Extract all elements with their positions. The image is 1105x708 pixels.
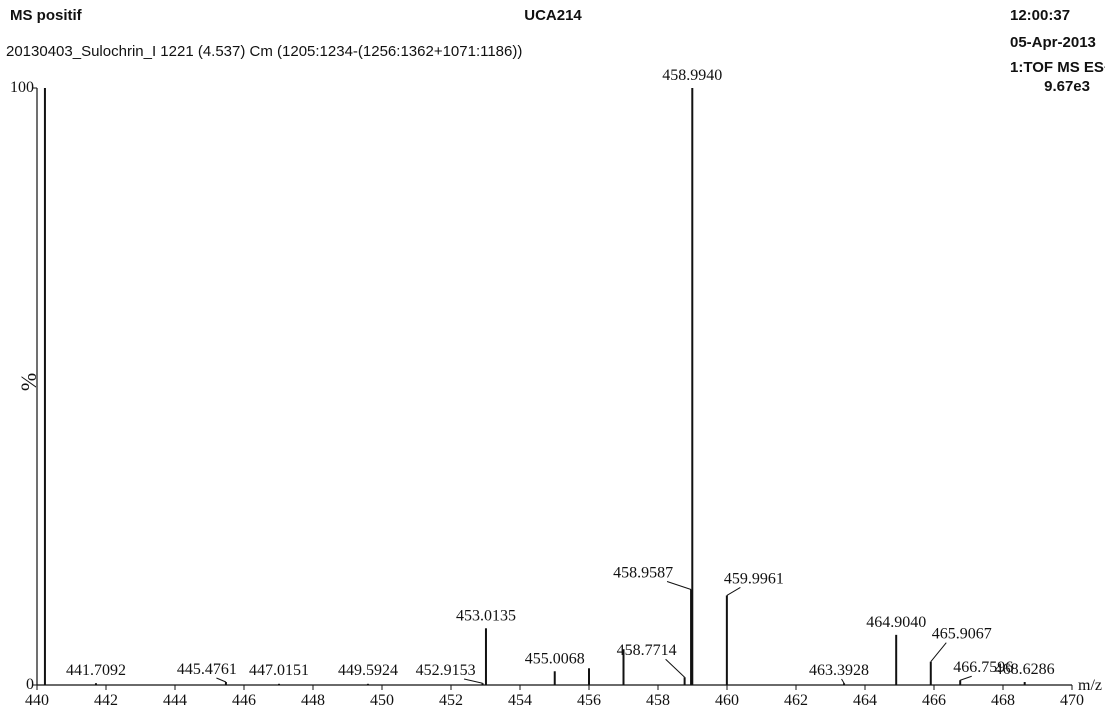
x-tick-label: 448 — [301, 692, 325, 708]
peak-label: 459.9961 — [724, 570, 784, 587]
x-tick-label: 454 — [508, 692, 532, 708]
subtitle: 20130403_Sulochrin_I 1221 (4.537) Cm (12… — [6, 43, 522, 60]
peak-label: 455.0068 — [525, 650, 585, 667]
peak-label: 465.9067 — [932, 626, 992, 643]
intensity: 9.67e3 — [1044, 78, 1090, 95]
x-tick-label: 464 — [853, 692, 877, 708]
y-tick-label: 0 — [26, 676, 34, 693]
x-tick-label: 452 — [439, 692, 463, 708]
x-tick-label: 470 — [1060, 692, 1084, 708]
peak-label: 458.9940 — [662, 67, 722, 84]
x-tick-label: 462 — [784, 692, 808, 708]
date: 05-Apr-2013 — [1010, 34, 1096, 51]
leader-line — [216, 677, 227, 683]
x-tick-label: 440 — [25, 692, 49, 708]
peak-label: 447.0151 — [249, 662, 309, 679]
x-tick-label: 444 — [163, 692, 187, 708]
leader-line — [666, 581, 692, 590]
peak-label: 458.7714 — [617, 642, 677, 659]
x-tick-label: 450 — [370, 692, 394, 708]
peak-label: 466.7596 — [953, 659, 1013, 676]
leader-line — [930, 642, 947, 663]
chart-title: UCA214 — [524, 7, 582, 24]
time: 12:00:37 — [1010, 7, 1070, 24]
peak-label: 449.5924 — [338, 662, 398, 679]
peak-label: 441.7092 — [66, 662, 126, 679]
x-tick-label: 446 — [232, 692, 256, 708]
peak-label: 445.4761 — [177, 661, 237, 678]
x-tick-label: 442 — [94, 692, 118, 708]
peak-label: 464.9040 — [866, 614, 926, 631]
instrument: 1:TOF MS ES+ — [1010, 59, 1105, 76]
leader-line — [463, 678, 483, 684]
leader-line — [841, 678, 845, 684]
peak-label: 463.3928 — [809, 662, 869, 679]
leader-line — [665, 658, 685, 678]
leader-line — [960, 675, 972, 681]
peak-label: 468.6286 — [995, 661, 1055, 678]
x-tick-label: 456 — [577, 692, 601, 708]
y-axis-label: % — [16, 373, 41, 391]
x-tick-label: 458 — [646, 692, 670, 708]
peak-label: 452.9153 — [416, 662, 476, 679]
mode: MS positif — [10, 7, 83, 24]
peak-label: 453.0135 — [456, 607, 516, 624]
x-axis-label: m/z — [1078, 677, 1102, 694]
peak-label: 458.9587 — [613, 564, 673, 581]
x-tick-label: 460 — [715, 692, 739, 708]
y-tick-label: 100 — [10, 79, 34, 96]
x-tick-label: 466 — [922, 692, 946, 708]
leader-line — [726, 587, 741, 596]
x-tick-label: 468 — [991, 692, 1015, 708]
